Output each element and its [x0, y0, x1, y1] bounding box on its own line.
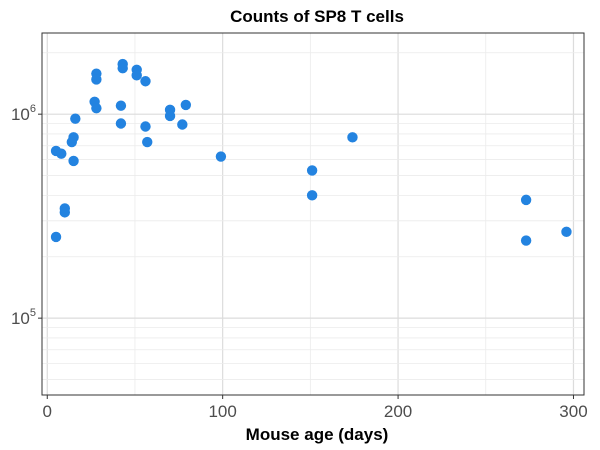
data-point [306, 190, 318, 201]
data-point [59, 207, 71, 218]
data-point [91, 102, 102, 114]
data-point [177, 119, 188, 130]
data-point [347, 132, 358, 143]
y-tick-label: 105 [11, 307, 36, 328]
data-point [68, 132, 79, 143]
data-point [140, 121, 151, 132]
x-tick-label: 0 [43, 402, 52, 421]
grid [42, 33, 584, 395]
x-tick-label: 100 [208, 402, 236, 421]
plot-panel-border [41, 32, 585, 396]
data-point [115, 118, 127, 129]
data-point [520, 194, 532, 206]
data-point [117, 63, 128, 74]
data-point [70, 113, 81, 124]
data-point [68, 155, 79, 167]
x-axis-label: Mouse age (days) [246, 425, 389, 444]
data-point [56, 148, 67, 159]
data-point [180, 99, 192, 111]
data-point [164, 110, 176, 122]
data-point [91, 74, 102, 85]
data-point [306, 165, 318, 176]
y-tick-label: 106 [11, 103, 36, 124]
data-point [520, 235, 532, 246]
axes: 0 100 200 300 105 106 [11, 103, 588, 421]
data-point [115, 100, 127, 111]
data-point [131, 70, 142, 81]
chart-title: Counts of SP8 T cells [230, 7, 404, 26]
data-point [140, 76, 151, 87]
x-tick-label: 300 [559, 402, 587, 421]
data-points [50, 58, 572, 246]
data-point [142, 136, 153, 148]
data-point [561, 226, 572, 238]
data-point [215, 151, 227, 162]
data-point [50, 231, 62, 243]
x-tick-label: 200 [384, 402, 412, 421]
